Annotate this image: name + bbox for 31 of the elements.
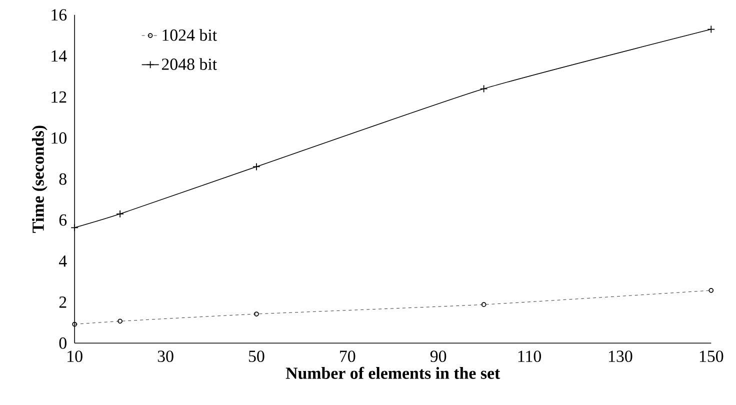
y-tick-label: 0 [59, 338, 66, 349]
y-tick-label: 2 [59, 296, 66, 308]
y-tick-label: 8 [59, 173, 66, 185]
point [480, 84, 488, 93]
point [254, 312, 259, 317]
x-tick-label: 30 [158, 350, 174, 362]
y-tick-label: 6 [59, 214, 67, 226]
legend-label: 2048 bit [162, 58, 217, 70]
x-tick-label: 70 [340, 350, 356, 362]
point [252, 162, 260, 171]
point [118, 318, 122, 324]
point [708, 288, 714, 293]
y-tick-label: 12 [52, 91, 66, 103]
y-tick-label: 4 [58, 256, 67, 267]
point [72, 322, 78, 327]
x-tick-label: 110 [518, 350, 541, 362]
point [70, 224, 79, 232]
y-tick-label: 14 [52, 50, 67, 62]
x-axis-title: Number of elements in the set [286, 366, 500, 380]
x-tick-label: 10 [68, 350, 82, 362]
y-axis-title: Time (seconds) [32, 126, 48, 233]
point [481, 302, 486, 308]
y-tick-label: 10 [52, 132, 66, 144]
legend-label: 1024 bit [162, 29, 217, 41]
y-tick-label: 16 [52, 9, 67, 21]
x-tick-label: 130 [609, 350, 632, 362]
x-tick-label: 50 [248, 350, 264, 362]
point [707, 25, 716, 34]
point [116, 210, 124, 218]
x-tick-label: 90 [430, 350, 446, 362]
x-tick-label: 150 [700, 350, 724, 362]
